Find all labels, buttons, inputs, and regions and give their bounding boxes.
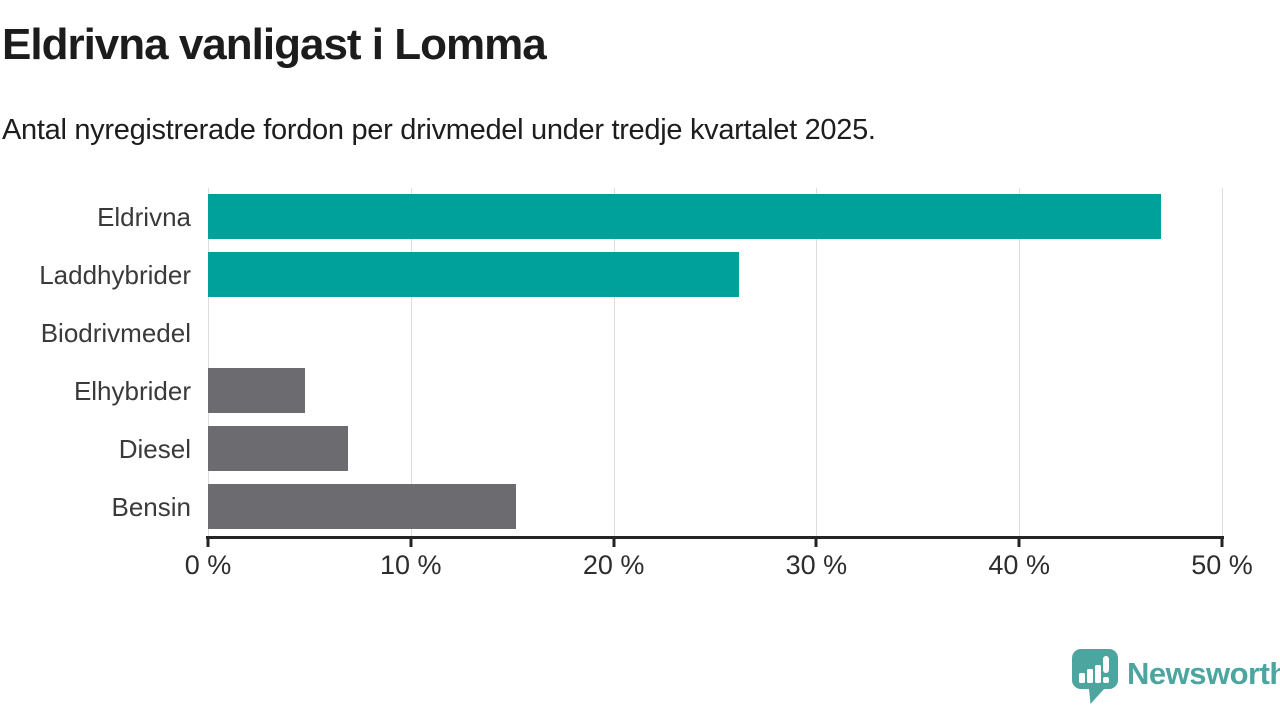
tick-mark xyxy=(612,536,616,547)
gridline xyxy=(1222,188,1223,536)
tick-mark xyxy=(1017,536,1021,547)
category-label: Elhybrider xyxy=(73,375,191,406)
bar-row xyxy=(208,188,1222,246)
tick-label: 50 % xyxy=(1191,550,1253,580)
category-label: Biodrivmedel xyxy=(40,317,191,348)
newsworthy-logo-icon xyxy=(1072,649,1118,704)
chart-title: Eldrivna vanligast i Lomma xyxy=(2,20,547,69)
tick-label: 40 % xyxy=(988,550,1050,580)
category-label: Diesel xyxy=(118,433,191,464)
gridline xyxy=(613,188,615,536)
tick-mark xyxy=(206,536,210,547)
gridline xyxy=(410,188,412,536)
bar-row xyxy=(208,246,1222,304)
tick-label: 30 % xyxy=(785,550,848,580)
bar xyxy=(208,484,517,529)
x-axis-ticks: 0 % 10 % 20 % 30 % 40 % 50 % xyxy=(185,536,1253,596)
brand-name: Newsworthy xyxy=(1127,655,1280,691)
brand-footer: Newsworthy xyxy=(1072,648,1280,706)
tick-label: 20 % xyxy=(582,550,645,580)
bar-row xyxy=(208,478,1222,536)
plot-area xyxy=(208,188,1223,536)
gridline xyxy=(1019,188,1021,536)
x-axis-line xyxy=(206,536,1224,539)
bar-row xyxy=(208,304,1222,362)
bar-row xyxy=(208,362,1222,420)
bar xyxy=(208,368,306,413)
tick-label: 0 % xyxy=(184,550,232,580)
category-label: Eldrivna xyxy=(97,201,191,232)
bar xyxy=(208,252,740,297)
tick-label: 10 % xyxy=(380,550,442,580)
tick-mark xyxy=(409,536,413,547)
y-axis-labels: Eldrivna Laddhybrider Biodrivmedel Elhybrid… xyxy=(0,188,191,536)
tick-mark xyxy=(814,536,818,547)
category-label: Bensin xyxy=(111,491,192,522)
bar xyxy=(208,426,348,471)
tick-mark xyxy=(1220,536,1224,547)
category-label: Laddhybrider xyxy=(39,259,191,290)
gridline xyxy=(816,188,818,536)
gridline xyxy=(208,188,209,536)
chart-subtitle: Antal nyregistrerade fordon per drivmede… xyxy=(2,114,876,146)
bar xyxy=(208,194,1162,239)
bar-row xyxy=(208,420,1222,478)
